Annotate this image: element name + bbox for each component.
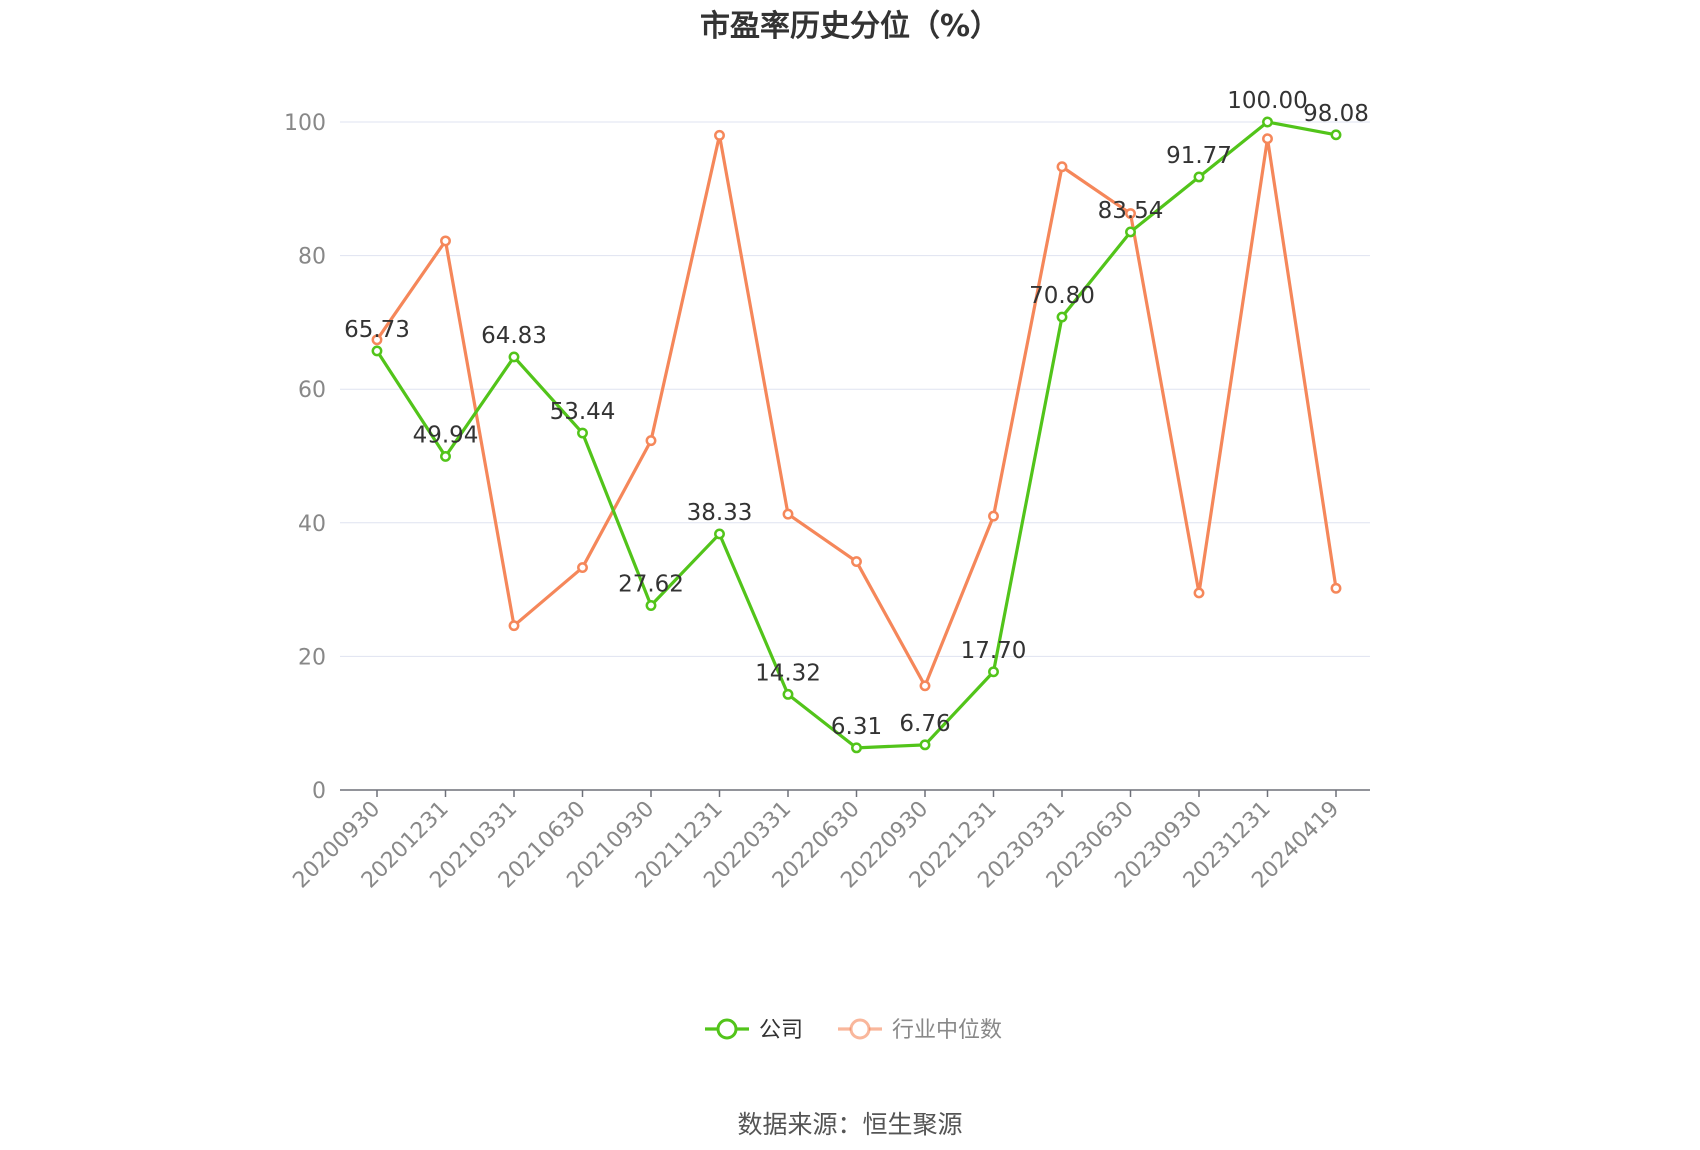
legend-marker [849,1018,871,1040]
data-label: 6.76 [899,711,950,737]
y-tick-label: 60 [298,378,326,403]
y-axis: 0 20 40 60 80 100 [284,111,326,804]
data-label: 49.94 [413,422,479,448]
data-point [714,528,725,540]
data-point [371,334,383,346]
legend: 公司 行业中位数 [705,1018,1002,1043]
data-label: 65.73 [344,317,410,343]
legend-label: 行业中位数 [892,1018,1002,1043]
data-label: 53.44 [550,399,616,425]
data-point [440,235,451,247]
data-point [782,688,794,700]
data-point [1125,208,1136,219]
data-point [988,510,999,522]
legend-item[interactable]: 行业中位数 [838,1018,1002,1043]
data-label: 38.33 [687,500,753,526]
data-point [645,435,657,447]
data-point [1262,133,1273,145]
source-text: 数据来源：恒生聚源 [737,1110,962,1139]
data-label: 98.08 [1303,101,1369,127]
series-line [375,120,1337,750]
data-label: 91.77 [1166,143,1232,169]
data-point [1056,311,1068,323]
data-point [371,345,383,357]
data-point [577,427,588,439]
series-layer [371,116,1342,754]
data-point [508,620,520,632]
data-label: 100.00 [1227,88,1307,114]
data-point [1125,226,1136,238]
data-point [1330,129,1342,141]
data-point [1056,161,1068,173]
data-point [782,508,794,520]
y-tick-label: 0 [312,779,326,804]
data-point [508,351,520,363]
data-point [714,129,725,141]
data-label: 83.54 [1098,198,1164,224]
grid-lines [340,121,1370,657]
data-label: 6.31 [831,714,882,740]
data-label: 64.83 [481,323,547,349]
data-label: 17.70 [961,638,1027,664]
y-tick-label: 20 [298,645,326,670]
data-point [440,450,451,462]
data-labels: 65.73 49.94 64.83 53.44 27.62 38.33 14.32 6.31 6… [344,88,1369,740]
data-point [1262,116,1273,128]
data-point [1193,587,1205,599]
data-point [919,680,931,692]
y-tick-label: 40 [298,512,326,537]
data-point [1330,582,1342,594]
chart-title: 市盈率历史分位（%） [700,9,1000,44]
y-tick-label: 80 [298,245,326,270]
data-point [851,742,862,754]
data-point [988,666,999,678]
data-label: 14.32 [755,660,821,686]
legend-item[interactable]: 公司 [705,1018,803,1043]
series-line [375,133,1338,688]
data-point [851,556,862,567]
data-point [577,562,588,574]
series-company [371,116,1342,754]
data-point [645,600,657,611]
legend-marker [716,1018,738,1040]
data-label: 27.62 [618,571,684,597]
data-label: 70.80 [1029,283,1095,309]
data-point [919,739,931,751]
data-point [1193,171,1205,183]
series-industry-median [371,129,1342,692]
legend-label: 公司 [759,1018,803,1043]
x-axis: 2020093020201231202103312021063020210930… [288,789,1370,893]
y-tick-label: 100 [284,111,326,136]
